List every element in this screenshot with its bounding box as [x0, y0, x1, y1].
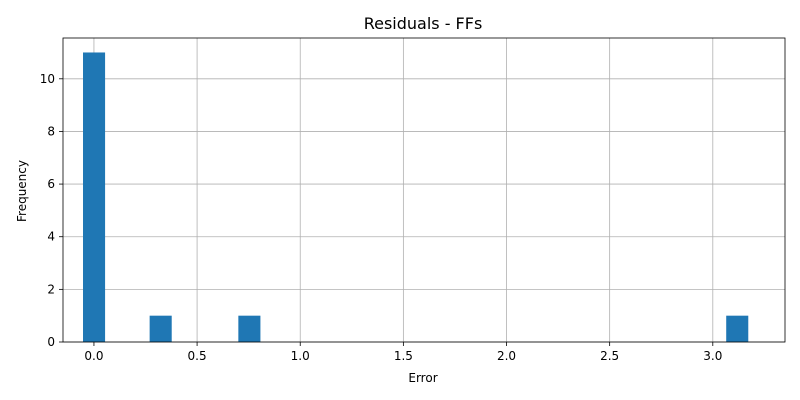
histogram-bar	[83, 52, 106, 342]
x-tick-label: 0.0	[84, 349, 103, 363]
histogram-bar	[726, 315, 749, 342]
axes: 0.0 0.5 1.0 1.5 2.0 2.5 3.0 0 2 4 6 8 10	[40, 37, 786, 363]
x-tick-label: 0.5	[188, 349, 207, 363]
x-tick-label: 1.5	[394, 349, 413, 363]
grid-lines	[63, 38, 785, 343]
x-tick-label: 2.0	[497, 349, 516, 363]
chart-title: Residuals - FFs	[364, 14, 483, 33]
y-tick-label: 8	[47, 124, 55, 138]
y-tick-label: 4	[47, 230, 55, 244]
plot-frame	[62, 37, 786, 343]
y-axis-label: Frequency	[15, 160, 29, 222]
y-tick-label: 6	[47, 177, 55, 191]
x-tick-label: 3.0	[703, 349, 722, 363]
y-tick-label: 10	[40, 72, 55, 86]
histogram-bar	[149, 315, 172, 342]
x-axis-label: Error	[408, 371, 437, 385]
x-tick-label: 2.5	[600, 349, 619, 363]
histogram-bars	[83, 52, 749, 342]
histogram-bar	[238, 315, 261, 342]
y-tick-label: 2	[47, 282, 55, 296]
x-tick-label: 1.0	[291, 349, 310, 363]
y-tick-label: 0	[47, 335, 55, 349]
